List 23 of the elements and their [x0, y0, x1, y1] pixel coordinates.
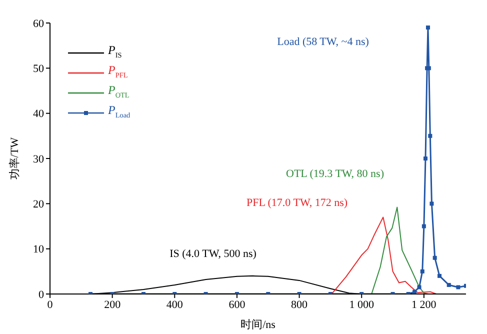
annotation: PFL (17.0 TW, 172 ns): [246, 197, 348, 209]
x-axis-title: 时间/ns: [240, 318, 276, 331]
x-tick-label: 800: [291, 298, 308, 311]
legend-label: P$_{OTL}$: [108, 83, 130, 100]
y-tick-label: 40: [33, 108, 44, 120]
x-tick-label: 0: [47, 298, 54, 311]
legend-label: P$_{PFL}$: [108, 63, 128, 80]
x-tick-label: 1 000: [349, 298, 374, 311]
x-tick-label: 1 200: [412, 298, 437, 311]
legend-label: P$_{IS}$: [108, 43, 122, 60]
y-tick-label: 50: [33, 63, 44, 76]
x-tick-label: 400: [166, 298, 184, 311]
y-tick-label: 60: [33, 18, 44, 30]
y-tick-label: 30: [33, 153, 44, 166]
annotation: Load (58 TW, ~4 ns): [277, 36, 369, 48]
x-tick-label: 200: [104, 298, 122, 311]
legend-label: P$_{Load}$: [108, 103, 130, 120]
annotation: OTL (19.3 TW, 80 ns): [286, 168, 384, 180]
y-tick-label: 0: [38, 288, 44, 301]
y-axis-title: 功率/TW: [8, 136, 21, 180]
y-tick-label: 10: [33, 244, 44, 256]
x-tick-label: 600: [228, 298, 246, 311]
y-tick-label: 20: [33, 198, 44, 211]
